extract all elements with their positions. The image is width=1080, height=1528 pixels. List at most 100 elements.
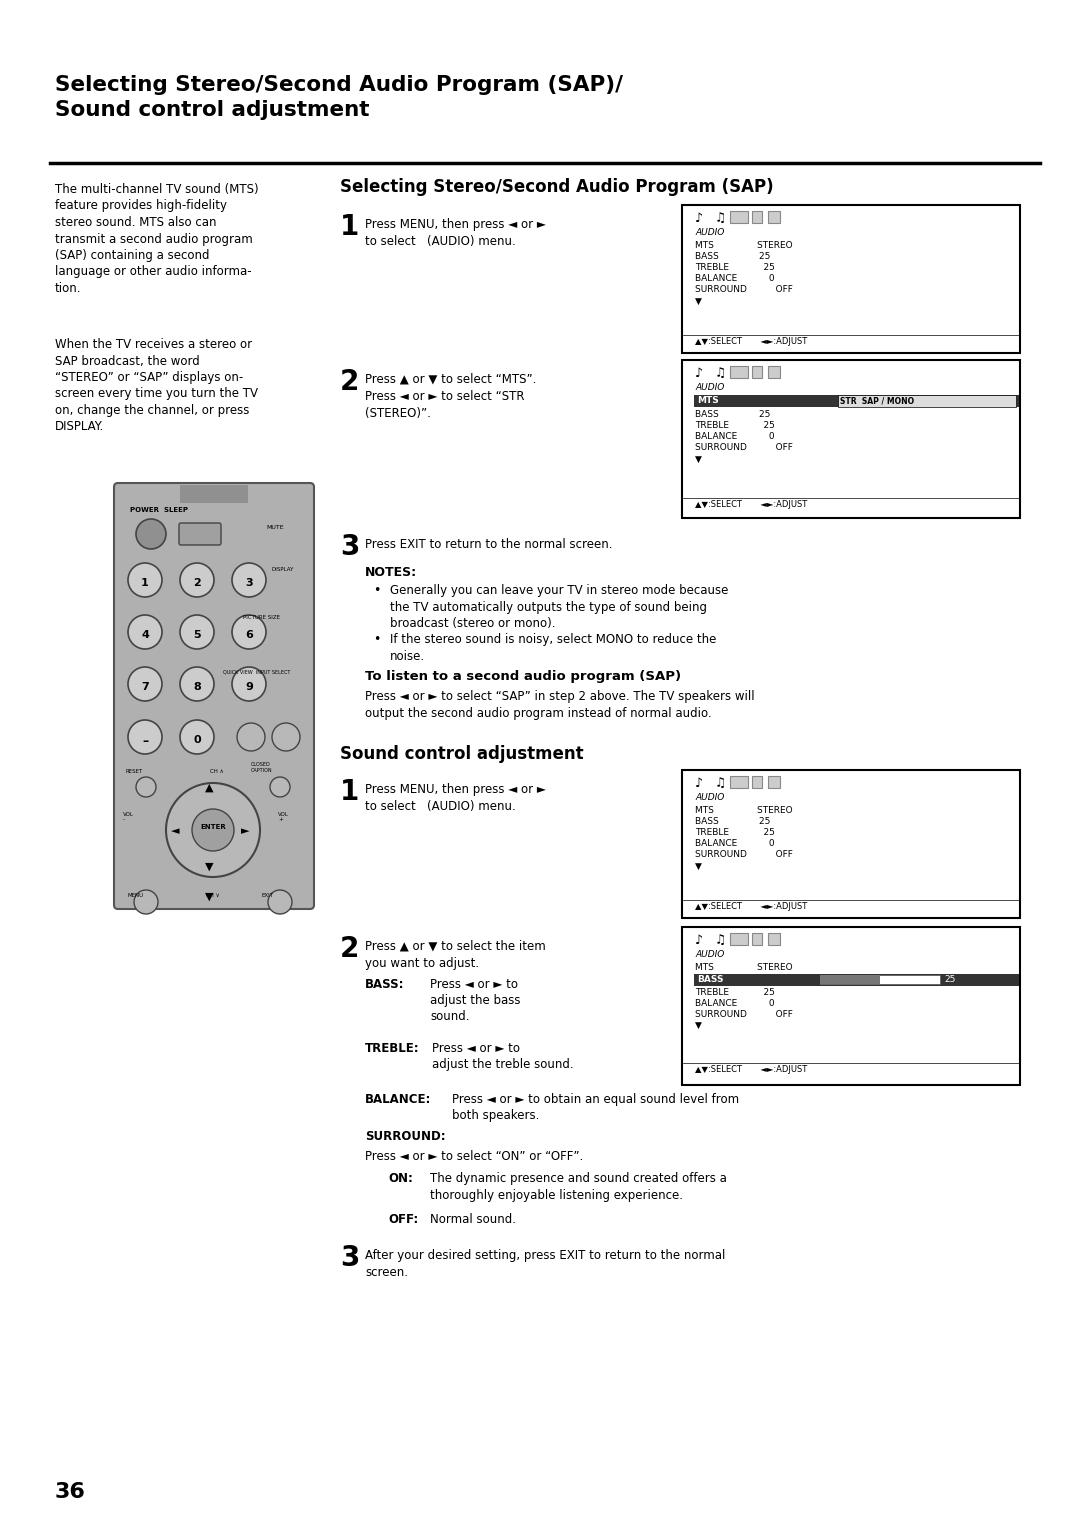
Text: 7: 7: [141, 681, 149, 692]
Text: ▲: ▲: [205, 782, 213, 793]
Text: 2: 2: [340, 935, 360, 963]
Circle shape: [180, 720, 214, 753]
Text: MTS               STEREO
BASS              25
TREBLE            25
BALANCE      : MTS STEREO BASS 25 TREBLE 25 BALANCE: [696, 241, 793, 306]
Bar: [752, 934, 762, 944]
Text: 3: 3: [340, 1244, 360, 1271]
Circle shape: [180, 668, 214, 701]
Text: SURROUND:: SURROUND:: [365, 1131, 446, 1143]
Text: ▼: ▼: [205, 862, 213, 872]
Circle shape: [180, 614, 214, 649]
Text: 1: 1: [141, 578, 149, 588]
Text: When the TV receives a stereo or
SAP broadcast, the word
“STEREO” or “SAP” displ: When the TV receives a stereo or SAP bro…: [55, 338, 258, 434]
Bar: [752, 367, 762, 377]
Text: CH ∨: CH ∨: [206, 892, 219, 898]
Text: ▲▼:SELECT       ◄►:ADJUST: ▲▼:SELECT ◄►:ADJUST: [696, 500, 807, 509]
Text: BASS              25
TREBLE            25
BALANCE           0
SURROUND          : BASS 25 TREBLE 25 BALANCE 0 SURROUND: [696, 410, 793, 463]
Text: VOL
+: VOL +: [278, 811, 288, 822]
Text: TREBLE            25
BALANCE           0
SURROUND          OFF
▼: TREBLE 25 BALANCE 0 SURROUND OFF ▼: [696, 989, 793, 1030]
Text: Selecting Stereo/Second Audio Program (SAP)/
Sound control adjustment: Selecting Stereo/Second Audio Program (S…: [55, 75, 623, 119]
Bar: [681, 927, 1020, 1085]
Bar: [752, 211, 762, 223]
Circle shape: [268, 889, 292, 914]
Text: 36: 36: [55, 1482, 86, 1502]
Bar: [681, 770, 1020, 918]
Bar: [694, 396, 1020, 406]
Text: •: •: [373, 633, 380, 646]
Circle shape: [129, 562, 162, 597]
Text: ►: ►: [241, 827, 249, 836]
Text: VOL
-: VOL -: [123, 811, 134, 822]
Text: Press EXIT to return to the normal screen.: Press EXIT to return to the normal scree…: [365, 538, 612, 552]
Text: 6: 6: [245, 630, 253, 640]
Text: 4: 4: [141, 630, 149, 640]
Text: NOTES:: NOTES:: [365, 565, 417, 579]
Text: Selecting Stereo/Second Audio Program (SAP): Selecting Stereo/Second Audio Program (S…: [340, 177, 773, 196]
Text: BALANCE:: BALANCE:: [365, 1093, 431, 1106]
Bar: [730, 934, 748, 944]
Text: BASS: BASS: [697, 975, 724, 984]
Text: 1: 1: [340, 778, 360, 805]
Text: MENU: MENU: [129, 892, 144, 898]
Circle shape: [129, 668, 162, 701]
Text: TREBLE:: TREBLE:: [365, 1042, 420, 1054]
Text: Press ◄ or ► to select “ON” or “OFF”.: Press ◄ or ► to select “ON” or “OFF”.: [365, 1151, 583, 1163]
Circle shape: [272, 723, 300, 750]
Circle shape: [180, 562, 214, 597]
Text: ON:: ON:: [388, 1172, 413, 1186]
Bar: [768, 367, 780, 377]
Bar: [730, 776, 748, 788]
Text: CH ∧: CH ∧: [210, 769, 224, 775]
Text: ♫: ♫: [715, 212, 726, 225]
FancyBboxPatch shape: [114, 483, 314, 909]
Circle shape: [270, 778, 291, 798]
Text: ♪: ♪: [696, 367, 703, 380]
Text: ▲▼:SELECT       ◄►:ADJUST: ▲▼:SELECT ◄►:ADJUST: [696, 1065, 807, 1074]
Text: 3: 3: [245, 578, 253, 588]
Text: AUDIO: AUDIO: [696, 793, 725, 802]
Bar: [838, 396, 1016, 406]
Text: Press MENU, then press ◄ or ►
to select   (AUDIO) menu.: Press MENU, then press ◄ or ► to select …: [365, 782, 545, 813]
Text: Generally you can leave your TV in stereo mode because
the TV automatically outp: Generally you can leave your TV in stere…: [390, 584, 728, 630]
Bar: [820, 975, 880, 984]
Bar: [768, 776, 780, 788]
Text: Press ◄ or ► to
adjust the treble sound.: Press ◄ or ► to adjust the treble sound.: [432, 1042, 573, 1071]
Circle shape: [129, 614, 162, 649]
Text: ♪: ♪: [696, 934, 703, 947]
Text: After your desired setting, press EXIT to return to the normal
screen.: After your desired setting, press EXIT t…: [365, 1248, 726, 1279]
Circle shape: [232, 614, 266, 649]
Text: Press ◄ or ► to
adjust the bass
sound.: Press ◄ or ► to adjust the bass sound.: [430, 978, 521, 1024]
Bar: [681, 205, 1020, 353]
Text: OFF:: OFF:: [388, 1213, 418, 1225]
Text: ♪: ♪: [696, 212, 703, 225]
Text: 1: 1: [340, 212, 360, 241]
Text: ▼: ▼: [205, 892, 213, 902]
Text: To listen to a second audio program (SAP): To listen to a second audio program (SAP…: [365, 669, 681, 683]
Text: ▲▼:SELECT       ◄►:ADJUST: ▲▼:SELECT ◄►:ADJUST: [696, 338, 807, 345]
Text: 9: 9: [245, 681, 253, 692]
Circle shape: [192, 808, 234, 851]
Text: 25: 25: [944, 975, 956, 984]
Text: EXIT: EXIT: [261, 892, 273, 898]
Text: If the stereo sound is noisy, select MONO to reduce the
noise.: If the stereo sound is noisy, select MON…: [390, 633, 716, 663]
Text: BASS:: BASS:: [365, 978, 405, 992]
Text: ENTER: ENTER: [200, 824, 226, 830]
Text: MTS: MTS: [697, 396, 719, 405]
Text: ♫: ♫: [715, 934, 726, 947]
Text: MTS               STEREO
BASS              25
TREBLE            25
BALANCE      : MTS STEREO BASS 25 TREBLE 25 BALANCE: [696, 805, 793, 871]
Circle shape: [237, 723, 265, 750]
Circle shape: [232, 562, 266, 597]
Text: Press ◄ or ► to obtain an equal sound level from
both speakers.: Press ◄ or ► to obtain an equal sound le…: [453, 1093, 739, 1123]
Circle shape: [166, 782, 260, 877]
Text: ◄: ◄: [171, 827, 179, 836]
Text: MUTE: MUTE: [266, 526, 284, 530]
Text: ♫: ♫: [715, 778, 726, 790]
Text: ▲▼:SELECT       ◄►:ADJUST: ▲▼:SELECT ◄►:ADJUST: [696, 902, 807, 911]
Bar: [768, 934, 780, 944]
Text: 3: 3: [340, 533, 360, 561]
Bar: [681, 361, 1020, 518]
Text: 5: 5: [193, 630, 201, 640]
Text: The dynamic presence and sound created offers a
thoroughly enjoyable listening e: The dynamic presence and sound created o…: [430, 1172, 727, 1201]
Text: 2: 2: [340, 368, 360, 396]
Text: 8: 8: [193, 681, 201, 692]
Text: •: •: [373, 584, 380, 597]
